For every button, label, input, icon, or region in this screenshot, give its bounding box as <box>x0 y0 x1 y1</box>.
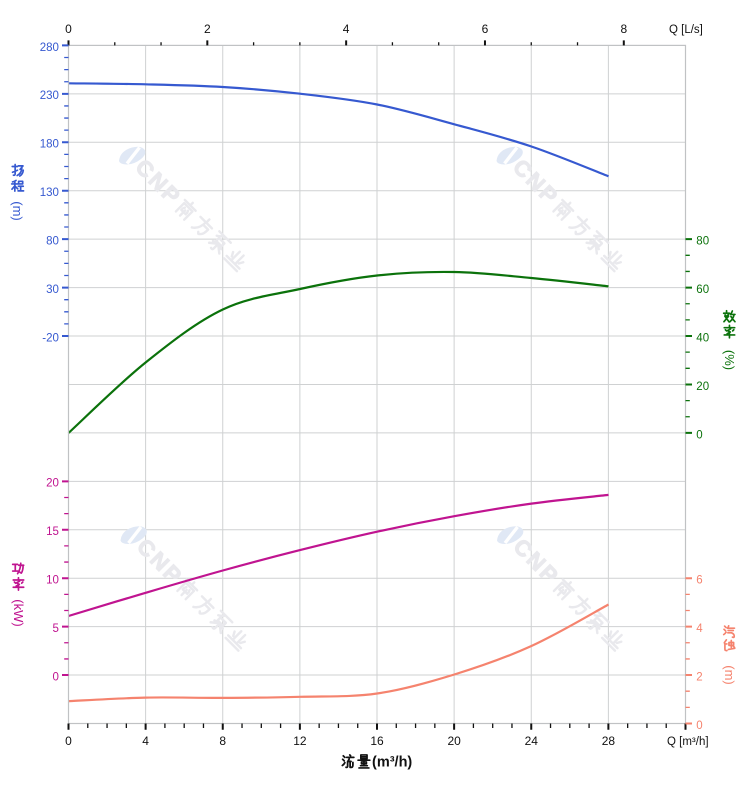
svg-text:(m³/h): (m³/h) <box>372 755 412 771</box>
svg-text:28: 28 <box>602 734 616 748</box>
svg-text:0: 0 <box>65 734 72 748</box>
svg-text:40: 40 <box>696 332 709 344</box>
svg-text:5: 5 <box>52 623 58 635</box>
svg-text:2: 2 <box>696 671 702 683</box>
svg-text:8: 8 <box>620 22 627 36</box>
svg-text:(kW): (kW) <box>11 599 26 626</box>
svg-text:6: 6 <box>696 575 702 587</box>
svg-text:4: 4 <box>696 623 703 635</box>
svg-text:(%): (%) <box>722 350 737 370</box>
svg-text:30: 30 <box>46 284 59 296</box>
svg-text:20: 20 <box>46 478 59 490</box>
svg-text:-20: -20 <box>42 332 59 344</box>
svg-text:80: 80 <box>696 236 709 248</box>
svg-text:4: 4 <box>343 22 350 36</box>
svg-text:24: 24 <box>525 734 539 748</box>
svg-text:0: 0 <box>52 671 58 683</box>
svg-text:60: 60 <box>696 284 709 296</box>
svg-text:(m): (m) <box>722 665 737 685</box>
svg-text:Q [L/s]: Q [L/s] <box>669 24 703 36</box>
svg-text:12: 12 <box>293 734 307 748</box>
svg-text:280: 280 <box>40 42 59 54</box>
svg-text:80: 80 <box>46 236 59 248</box>
svg-text:130: 130 <box>40 187 59 199</box>
svg-text:20: 20 <box>696 381 709 393</box>
svg-text:180: 180 <box>40 139 59 151</box>
svg-text:Q [m³/h]: Q [m³/h] <box>667 736 709 748</box>
svg-text:4: 4 <box>142 734 149 748</box>
svg-text:10: 10 <box>46 575 59 587</box>
svg-text:230: 230 <box>40 90 59 102</box>
svg-text:8: 8 <box>219 734 226 748</box>
svg-text:20: 20 <box>447 734 461 748</box>
svg-text:15: 15 <box>46 526 59 538</box>
svg-text:0: 0 <box>696 429 702 441</box>
svg-text:(m): (m) <box>10 201 25 221</box>
svg-text:0: 0 <box>65 22 72 36</box>
svg-text:16: 16 <box>370 734 384 748</box>
svg-text:2: 2 <box>204 22 211 36</box>
svg-text:0: 0 <box>696 720 702 732</box>
svg-text:6: 6 <box>482 22 489 36</box>
